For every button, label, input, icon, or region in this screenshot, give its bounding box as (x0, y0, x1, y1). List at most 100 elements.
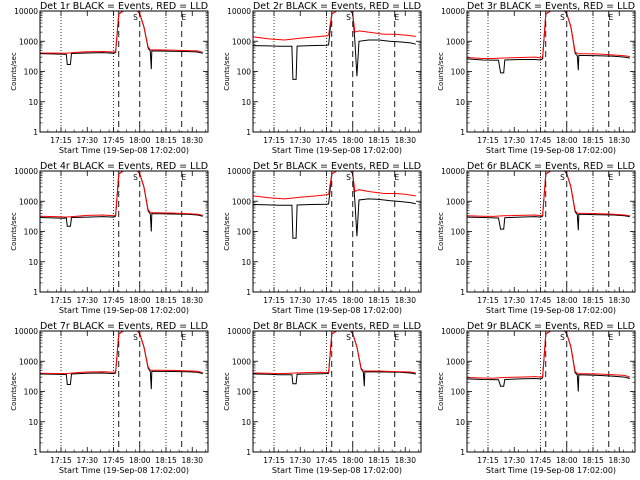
x-tick-label: 17:15 (50, 296, 72, 305)
x-tick-label: 18:30 (394, 136, 416, 145)
lld-series-line (40, 11, 203, 54)
flag-annotation: E (608, 13, 613, 22)
y-tick-label: 100 (237, 388, 252, 397)
x-tick-label: 17:15 (50, 136, 72, 145)
plot-frame (252, 170, 422, 293)
y-tick-label: 1 (33, 448, 38, 457)
flag-annotation: E (394, 173, 399, 182)
flag-annotation: E (394, 333, 399, 342)
y-tick-label: 1 (246, 128, 251, 137)
detector-panel: S E 1 10 100 1000 10000 17:15 17:30 17:45 18:00 18:… (223, 321, 422, 475)
x-tick-label: 18:00 (556, 136, 578, 145)
x-tick-label: 18:30 (394, 456, 416, 465)
y-tick-label: 100 (451, 228, 466, 237)
flag-annotation: E (181, 13, 186, 22)
x-tick-label: 18:00 (556, 296, 578, 305)
x-axis-label: Start Time (19-Sep-08 17:02:00) (59, 306, 189, 315)
x-tick-label: 18:15 (582, 296, 604, 305)
x-tick-label: 18:00 (556, 456, 578, 465)
flag-annotation: E (181, 333, 186, 342)
y-tick-label: 10 (455, 418, 465, 427)
y-tick-label: 1 (460, 448, 465, 457)
x-tick-label: 17:45 (103, 136, 125, 145)
x-tick-label: 17:45 (103, 456, 125, 465)
x-tick-label: 17:15 (263, 296, 285, 305)
x-axis-label: Start Time (19-Sep-08 17:02:00) (59, 146, 189, 155)
y-tick-label: 100 (24, 68, 39, 77)
x-tick-label: 18:30 (608, 296, 630, 305)
flag-annotation: S (133, 333, 138, 342)
plot-frame (252, 330, 422, 453)
x-tick-label: 18:30 (608, 456, 630, 465)
x-tick-label: 18:15 (582, 136, 604, 145)
x-tick-label: 17:30 (76, 136, 98, 145)
events-series-line (467, 331, 630, 392)
x-tick-label: 18:30 (181, 456, 203, 465)
y-tick-label: 100 (237, 68, 252, 77)
y-tick-label: 1 (460, 128, 465, 137)
x-tick-label: 18:15 (368, 296, 390, 305)
flag-annotation: S (133, 173, 138, 182)
plot-frame (466, 170, 636, 293)
flag-annotation: S (346, 333, 351, 342)
y-tick-label: 10000 (227, 7, 251, 16)
flag-annotation: E (181, 173, 186, 182)
y-axis-label: Counts/sec (10, 52, 18, 91)
x-tick-label: 17:45 (103, 296, 125, 305)
y-tick-label: 100 (24, 388, 39, 397)
panel-title: Det 2r BLACK = Events, RED = LLD (253, 1, 421, 12)
detector-panel: S E 1 10 100 1000 10000 17:15 17:30 17:45 18:00 18:… (223, 161, 422, 315)
y-tick-label: 10000 (14, 7, 38, 16)
y-tick-label: 1 (246, 288, 251, 297)
y-axis-label: Counts/sec (437, 212, 445, 251)
x-tick-label: 18:15 (368, 456, 390, 465)
y-tick-label: 100 (24, 228, 39, 237)
y-tick-label: 1000 (232, 357, 251, 366)
x-tick-label: 17:45 (530, 456, 552, 465)
x-axis-label: Start Time (19-Sep-08 17:02:00) (272, 306, 402, 315)
x-tick-label: 17:30 (503, 136, 525, 145)
detector-panel: S E 1 10 100 1000 10000 17:15 17:30 17:45 18:00 18:… (437, 161, 636, 315)
flag-annotation: S (560, 13, 565, 22)
panel-title: Det 6r BLACK = Events, RED = LLD (467, 161, 635, 172)
events-series-line (467, 11, 630, 74)
panel-title: Det 7r BLACK = Events, RED = LLD (40, 321, 208, 332)
x-tick-label: 18:30 (181, 136, 203, 145)
events-series-line (253, 171, 416, 239)
x-tick-label: 17:30 (289, 456, 311, 465)
lld-series-line (467, 171, 630, 217)
flag-annotation: E (608, 333, 613, 342)
y-tick-label: 1000 (19, 37, 38, 46)
x-tick-label: 18:15 (155, 136, 177, 145)
y-tick-label: 10000 (14, 167, 38, 176)
flag-annotation: S (346, 173, 351, 182)
plot-frame (252, 10, 422, 133)
y-tick-label: 1 (246, 448, 251, 457)
plot-frame (39, 10, 209, 133)
events-series-line (253, 331, 416, 387)
x-tick-label: 18:00 (342, 136, 364, 145)
y-axis-label: Counts/sec (223, 212, 231, 251)
flag-annotation: S (560, 333, 565, 342)
x-tick-label: 18:00 (129, 136, 151, 145)
flag-annotation: S (346, 13, 351, 22)
y-tick-label: 1000 (232, 37, 251, 46)
x-tick-label: 17:30 (503, 296, 525, 305)
y-tick-label: 1 (460, 288, 465, 297)
y-tick-label: 1 (33, 288, 38, 297)
y-axis-label: Counts/sec (223, 372, 231, 411)
x-tick-label: 17:30 (503, 456, 525, 465)
x-tick-label: 18:00 (342, 456, 364, 465)
x-axis-label: Start Time (19-Sep-08 17:02:00) (486, 146, 616, 155)
events-series-line (40, 331, 203, 390)
y-tick-label: 10 (455, 258, 465, 267)
x-tick-label: 18:15 (582, 456, 604, 465)
y-tick-label: 1000 (232, 197, 251, 206)
lld-series-line (467, 11, 630, 59)
y-axis-label: Counts/sec (437, 372, 445, 411)
y-tick-label: 10000 (14, 327, 38, 336)
y-tick-label: 1000 (446, 37, 465, 46)
x-tick-label: 17:15 (50, 456, 72, 465)
x-tick-label: 17:30 (289, 296, 311, 305)
